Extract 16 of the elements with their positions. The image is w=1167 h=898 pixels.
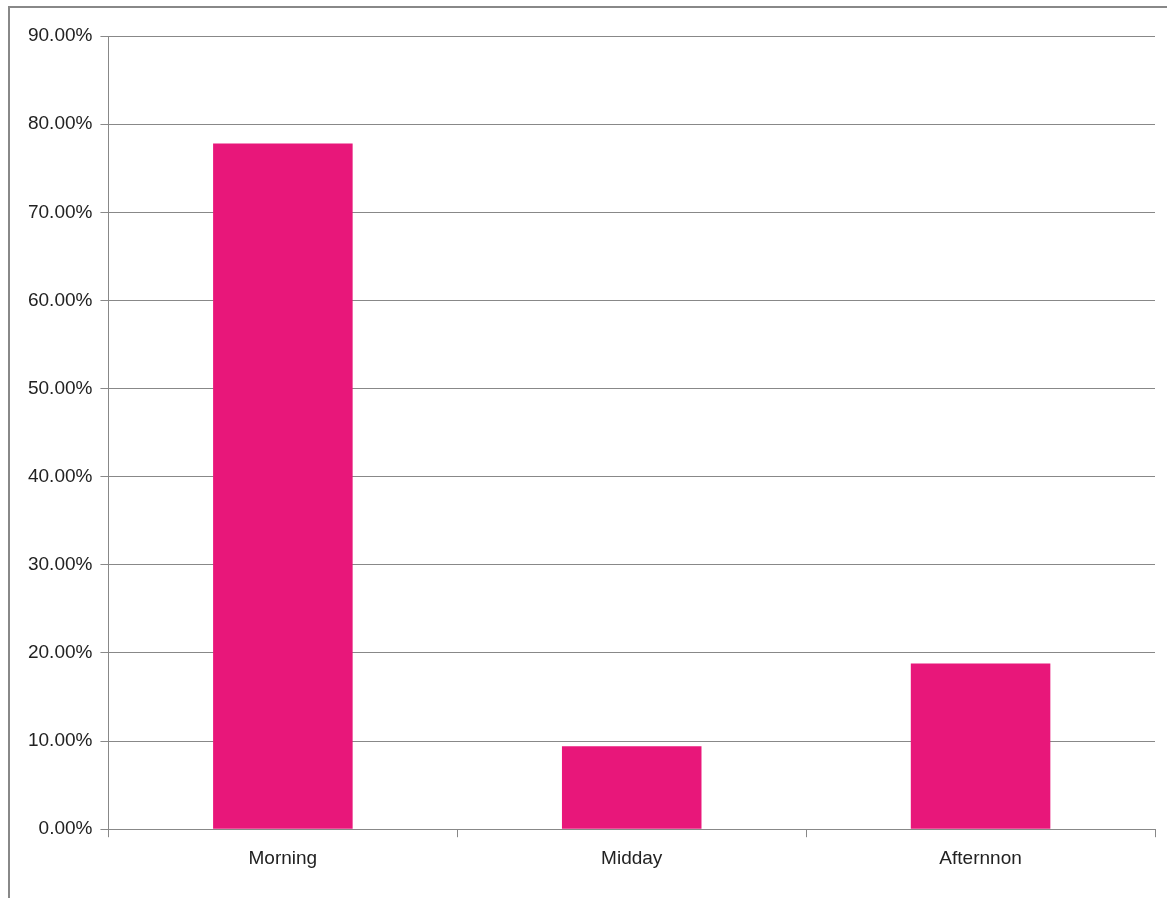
y-tick-label: 70.00% — [27, 200, 93, 222]
y-tick-label: 20.00% — [27, 641, 93, 663]
x-tick-label: Afternnon — [939, 846, 1022, 868]
y-tick-label: 40.00% — [27, 464, 93, 486]
y-tick-label: 90.00% — [27, 24, 93, 46]
y-tick-label: 50.00% — [27, 376, 93, 398]
y-tick-label: 80.00% — [27, 112, 93, 134]
y-tick-label: 10.00% — [27, 729, 93, 751]
bar — [561, 746, 702, 829]
y-tick-label: 30.00% — [27, 553, 93, 575]
x-tick-label: Midday — [601, 846, 663, 868]
bar — [213, 143, 353, 829]
y-tick-label: 0.00% — [38, 817, 93, 839]
x-tick-label: Morning — [248, 846, 318, 868]
bar — [910, 663, 1051, 829]
y-tick-label: 60.00% — [27, 288, 93, 310]
